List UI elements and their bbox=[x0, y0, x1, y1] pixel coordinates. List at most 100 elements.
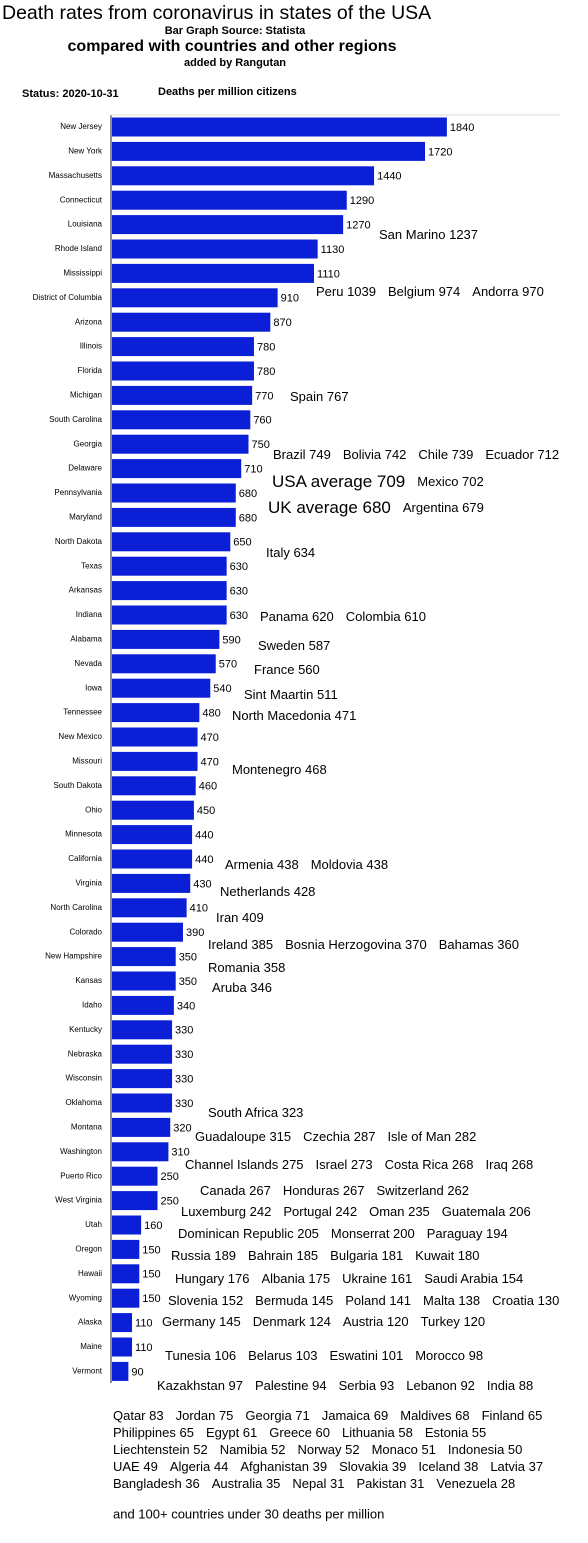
value-label: 150 bbox=[142, 1293, 160, 1305]
category-label: South Dakota bbox=[54, 781, 103, 790]
annotation: Guatemala 206 bbox=[442, 1204, 531, 1219]
annotation: Germany 145 bbox=[162, 1314, 241, 1329]
bar bbox=[112, 898, 187, 918]
category-label: Tennessee bbox=[63, 708, 102, 717]
annotation: Peru 1039 bbox=[316, 284, 376, 299]
annotation: Panama 620 bbox=[260, 609, 334, 624]
value-label: 630 bbox=[230, 610, 248, 622]
value-label: 330 bbox=[175, 1098, 193, 1110]
annotation-line: Montenegro 468 bbox=[232, 762, 327, 777]
annotation: India 88 bbox=[487, 1378, 533, 1393]
category-label: Utah bbox=[85, 1220, 102, 1229]
value-label: 630 bbox=[230, 561, 248, 573]
annotation: Iran 409 bbox=[216, 910, 264, 925]
category-label: Hawaii bbox=[78, 1269, 102, 1278]
annotation: Canada 267 bbox=[200, 1183, 271, 1198]
bar bbox=[112, 922, 183, 942]
category-label: Missouri bbox=[72, 757, 102, 766]
value-label: 570 bbox=[219, 659, 237, 671]
value-label: 750 bbox=[252, 439, 270, 451]
bar bbox=[112, 581, 227, 601]
annotation: Monaco 51 bbox=[372, 1442, 436, 1457]
annotation: Qatar 83 bbox=[113, 1408, 164, 1423]
bar bbox=[112, 1069, 173, 1089]
category-label: Puerto Rico bbox=[60, 1171, 102, 1180]
annotation: Andorra 970 bbox=[472, 284, 544, 299]
bar bbox=[112, 434, 249, 454]
bar bbox=[112, 1093, 173, 1113]
annotation-line: Iran 409 bbox=[216, 910, 264, 925]
bar bbox=[112, 825, 193, 845]
annotation: Australia 35 bbox=[212, 1476, 281, 1491]
annotation: Sint Maartin 511 bbox=[244, 687, 338, 702]
value-label: 680 bbox=[239, 512, 257, 524]
annotation: Namibia 52 bbox=[220, 1442, 286, 1457]
value-label: 680 bbox=[239, 488, 257, 500]
annotation: Montenegro 468 bbox=[232, 762, 327, 777]
annotation-line: UK average 680 Argentina 679 bbox=[268, 498, 484, 517]
footnote: and 100+ countries under 30 deaths per m… bbox=[113, 1506, 384, 1521]
category-label: Idaho bbox=[82, 1001, 103, 1010]
category-label: Massachusetts bbox=[49, 171, 102, 180]
bar bbox=[112, 190, 347, 210]
category-label: Pennsylvania bbox=[54, 488, 102, 497]
value-label: 540 bbox=[213, 683, 231, 695]
bar bbox=[112, 263, 315, 283]
value-label: 150 bbox=[142, 1269, 160, 1281]
bar bbox=[112, 1142, 169, 1162]
value-label: 1290 bbox=[350, 195, 374, 207]
value-label: 330 bbox=[175, 1025, 193, 1037]
annotation: Switzerland 262 bbox=[377, 1183, 470, 1198]
bar bbox=[112, 166, 375, 186]
value-label: 390 bbox=[186, 927, 204, 939]
bar bbox=[112, 1239, 140, 1259]
value-label: 710 bbox=[244, 464, 262, 476]
value-label: 440 bbox=[195, 830, 213, 842]
bar bbox=[112, 1215, 142, 1235]
annotation: Indonesia 50 bbox=[448, 1442, 522, 1457]
value-label: 630 bbox=[230, 586, 248, 598]
category-label: West Virginia bbox=[55, 1196, 102, 1205]
category-label: Kentucky bbox=[69, 1025, 102, 1034]
value-label: 410 bbox=[190, 903, 208, 915]
bar bbox=[112, 727, 198, 747]
value-label: 470 bbox=[201, 756, 219, 768]
value-label: 250 bbox=[161, 1171, 179, 1183]
annotation-line: San Marino 1237 bbox=[379, 227, 478, 242]
annotation: Lithuania 58 bbox=[342, 1425, 413, 1440]
annotation: Honduras 267 bbox=[283, 1183, 365, 1198]
annotation-line: Ireland 385 Bosnia Herzogovina 370 Bahamas… bbox=[208, 937, 519, 952]
value-label: 450 bbox=[197, 805, 215, 817]
value-label: 780 bbox=[257, 366, 275, 378]
annotation-line: Italy 634 bbox=[266, 545, 315, 560]
value-label: 1110 bbox=[317, 268, 340, 280]
value-label: 350 bbox=[179, 952, 197, 964]
bar bbox=[112, 995, 174, 1015]
annotation: Venezuela 28 bbox=[436, 1476, 515, 1491]
value-label: 480 bbox=[202, 708, 220, 720]
category-label: Arkansas bbox=[69, 586, 102, 595]
bar bbox=[112, 312, 271, 332]
value-label: 110 bbox=[135, 1342, 153, 1354]
subtitle: added by Rangutan bbox=[184, 57, 286, 69]
annotation: Bangladesh 36 bbox=[113, 1476, 200, 1491]
annotation: Iraq 268 bbox=[486, 1157, 534, 1172]
bar bbox=[112, 1117, 171, 1137]
category-label: Alabama bbox=[70, 635, 102, 644]
status: Status: 2020-10-31 bbox=[22, 88, 119, 100]
value-label: 780 bbox=[257, 342, 275, 354]
annotation-line: USA average 709 Mexico 702 bbox=[272, 472, 484, 491]
category-label: New York bbox=[68, 147, 103, 156]
value-label: 650 bbox=[233, 537, 251, 549]
annotation: Iceland 38 bbox=[418, 1459, 478, 1474]
annotation: Slovenia 152 bbox=[168, 1293, 243, 1308]
bar bbox=[112, 1288, 140, 1308]
value-label: 760 bbox=[253, 415, 271, 427]
subtitle: Bar Graph Source: Statista bbox=[165, 25, 306, 37]
value-label: 160 bbox=[144, 1220, 162, 1232]
category-label: Vermont bbox=[72, 1367, 103, 1376]
value-label: 320 bbox=[173, 1122, 191, 1134]
category-label: Maryland bbox=[69, 513, 102, 522]
annotation: Bosnia Herzogovina 370 bbox=[285, 937, 427, 952]
